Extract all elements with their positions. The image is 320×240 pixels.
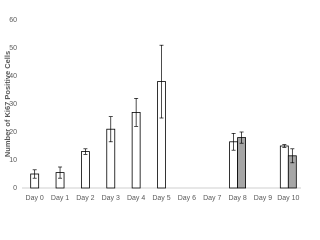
y-tick-label: 0: [13, 185, 17, 192]
y-tick-label: 50: [9, 45, 17, 52]
bar: [81, 151, 90, 189]
x-tick-label: Day 5: [152, 195, 170, 202]
error-bar: [239, 131, 244, 144]
x-tick-label: Day 0: [26, 195, 44, 202]
x-tick-label: Day 8: [228, 195, 246, 202]
x-tick-label: Day 10: [277, 195, 299, 202]
y-tick-label: 20: [9, 129, 17, 136]
bar: [237, 137, 246, 189]
error-bar: [58, 166, 63, 179]
y-axis-label: Number of Ki67 Positive Cells: [3, 51, 12, 157]
x-tick-label: Day 7: [203, 195, 221, 202]
x-tick-label: Day 2: [76, 195, 94, 202]
x-tick-label: Day 1: [51, 195, 69, 202]
chart: Number of Ki67 Positive Cells 0 10 20 30 40 5…: [3, 17, 301, 202]
y-tick-label: 10: [9, 157, 17, 164]
x-tick-label: Day 3: [102, 195, 120, 202]
y-tick-label: 60: [9, 17, 17, 24]
x-tick-label: Day 4: [127, 195, 145, 202]
error-bar: [231, 133, 236, 151]
x-tick-label: Day 9: [254, 195, 272, 202]
error-bar: [159, 44, 164, 119]
error-bar: [134, 98, 139, 127]
y-tick-label: 30: [9, 101, 17, 108]
error-bar: [32, 169, 37, 179]
error-bar: [83, 148, 88, 155]
bar: [279, 145, 289, 189]
x-tick-label: Day 6: [178, 195, 196, 202]
y-tick-label: 40: [9, 73, 17, 80]
error-bar: [108, 116, 113, 143]
error-bar: [282, 144, 287, 148]
error-bar: [290, 148, 295, 164]
